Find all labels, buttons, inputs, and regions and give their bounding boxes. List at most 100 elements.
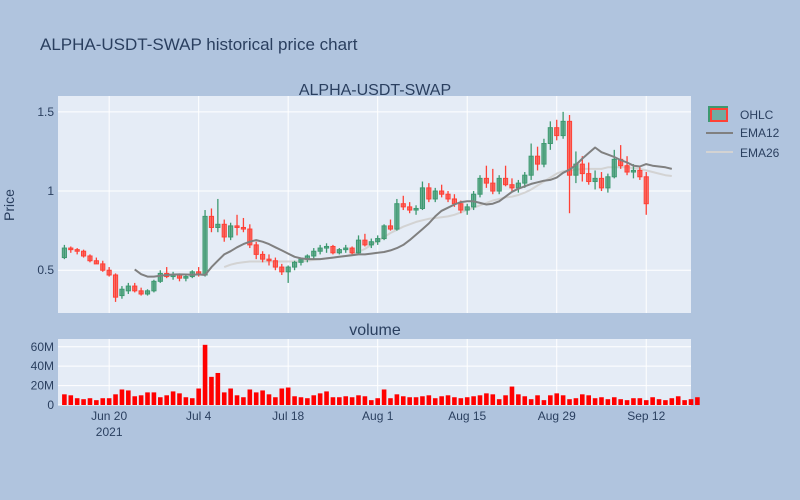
- volume-bar: [573, 398, 579, 405]
- candle-decreasing: [87, 254, 93, 263]
- candle-body: [496, 177, 502, 192]
- candle-increasing: [419, 181, 426, 211]
- volume-bar: [106, 398, 112, 405]
- candle-body: [547, 127, 553, 145]
- volume-bar: [337, 397, 342, 405]
- legend[interactable]: OHLC EMA12 EMA26: [706, 106, 780, 160]
- volume-bar: [330, 397, 336, 405]
- volume-bar: [599, 397, 604, 405]
- volume-bar: [279, 388, 285, 405]
- candle-decreasing: [247, 224, 253, 249]
- candle-body: [285, 266, 291, 273]
- volume-y-ticks: 0 20M 40M 60M: [31, 340, 55, 412]
- volume-bar: [324, 391, 329, 405]
- candle-decreasing: [387, 219, 394, 231]
- volume-bar: [317, 393, 323, 405]
- volume-bar: [688, 399, 694, 405]
- candle-body: [624, 165, 630, 173]
- volume-bar: [413, 397, 419, 405]
- volume-bar: [394, 394, 400, 405]
- volume-bar: [228, 388, 233, 405]
- volume-bar: [580, 394, 585, 405]
- candle-decreasing: [483, 165, 489, 188]
- candle-body: [413, 207, 419, 211]
- volume-bar: [100, 398, 106, 405]
- volume-bar: [285, 387, 291, 405]
- volume-bar: [126, 390, 131, 405]
- candle-body: [381, 225, 387, 240]
- candle-body: [260, 253, 266, 260]
- candle-decreasing: [566, 115, 573, 214]
- volume-bar: [586, 395, 591, 405]
- candle-increasing: [317, 244, 323, 255]
- volume-y-tick-label: 60M: [31, 340, 54, 354]
- legend-label-ema12: EMA12: [740, 126, 780, 140]
- candle-increasing: [151, 279, 157, 293]
- candle-increasing: [477, 175, 483, 198]
- candle-decreasing: [490, 168, 496, 195]
- volume-bar: [215, 372, 221, 405]
- candle-decreasing: [624, 156, 630, 176]
- volume-bar: [138, 395, 144, 405]
- volume-bar: [650, 397, 655, 405]
- volume-bar: [656, 399, 662, 405]
- candle-decreasing: [112, 273, 119, 302]
- candle-decreasing: [266, 254, 272, 266]
- candle-body: [349, 247, 355, 254]
- candle-body: [464, 206, 470, 211]
- candle-body: [317, 247, 323, 252]
- candle-increasing: [394, 198, 400, 231]
- volume-bar: [145, 392, 150, 405]
- volume-bar: [260, 390, 265, 405]
- volume-bar: [253, 392, 259, 405]
- volume-bar: [158, 397, 163, 405]
- candle-body: [432, 190, 438, 200]
- candle-body: [253, 244, 259, 255]
- candle-increasing: [343, 244, 349, 253]
- candle-body: [407, 206, 413, 211]
- legend-item-ema26[interactable]: EMA26: [706, 146, 780, 160]
- candle-body: [240, 226, 247, 230]
- candle-body: [93, 260, 99, 265]
- candle-body: [605, 176, 611, 189]
- price-y-tick-label: 0.5: [37, 263, 54, 277]
- candle-decreasing: [93, 257, 99, 265]
- legend-label-ohlc: OHLC: [740, 108, 774, 122]
- volume-bar: [266, 394, 272, 405]
- candle-body: [502, 177, 509, 186]
- candle-body: [112, 274, 119, 298]
- volume-bar: [68, 395, 74, 405]
- candle-increasing: [413, 205, 419, 215]
- candle-body: [566, 120, 573, 176]
- volume-bar: [458, 398, 464, 405]
- ema12-line: [134, 146, 673, 278]
- legend-item-ohlc[interactable]: OHLC: [708, 106, 774, 122]
- volume-bar: [548, 395, 553, 405]
- volume-bar: [343, 396, 349, 405]
- candle-body: [80, 250, 87, 257]
- volume-subplot-title: volume: [349, 322, 401, 339]
- candle-body: [119, 288, 125, 297]
- volume-y-tick-label: 40M: [31, 359, 54, 373]
- volume-bar: [516, 394, 521, 405]
- candle-increasing: [61, 244, 67, 260]
- ohlc-decreasing-swatch: [710, 108, 728, 122]
- candle-body: [611, 158, 617, 178]
- candle-increasing: [202, 210, 208, 277]
- legend-item-ema12[interactable]: EMA12: [706, 126, 780, 140]
- candle-decreasing: [534, 146, 541, 171]
- volume-bar: [189, 398, 195, 405]
- volume-bar: [445, 395, 451, 405]
- volume-bar: [560, 395, 566, 405]
- candle-increasing: [611, 149, 617, 179]
- candle-body: [61, 247, 67, 259]
- price-y-ticks: 0.5 1 1.5: [37, 105, 54, 277]
- candle-body: [598, 177, 605, 189]
- legend-label-ema26: EMA26: [740, 146, 780, 160]
- candle-decreasing: [509, 178, 515, 192]
- volume-bar: [273, 397, 278, 405]
- volume-bar: [637, 398, 643, 405]
- volume-bar: [567, 399, 572, 405]
- candle-body: [483, 177, 489, 184]
- candle-body: [74, 249, 80, 252]
